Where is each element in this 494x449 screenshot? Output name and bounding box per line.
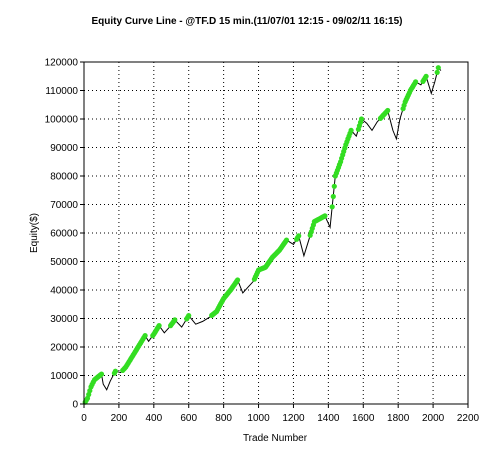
x-axis-label: Trade Number [243,433,308,444]
y-tick-label: 110000 [45,86,78,97]
x-tick-label: 1800 [387,413,410,424]
new-high-marker [186,313,192,319]
new-high-marker [385,107,391,114]
new-high-marker [348,127,354,133]
chart-grid [84,62,468,404]
new-high-marker [283,237,290,243]
y-tick-label: 50000 [50,257,78,268]
x-tick-label: 2000 [422,413,445,424]
new-high-marker [358,116,365,122]
y-tick-label: 10000 [50,371,78,382]
y-tick-label: 0 [72,400,78,411]
new-high-marker [235,277,241,283]
x-tick-label: 400 [145,413,162,424]
y-tick-label: 120000 [45,58,79,69]
y-tick-label: 30000 [50,314,78,325]
new-high-marker-layer [82,65,441,405]
y-axis-label: Equity($) [29,213,40,253]
y-tick-label: 70000 [50,200,78,211]
x-axis-ticks: 0 200 400 600 800 1000 1200 1400 1600 1800 2000 220… [81,404,480,424]
y-tick-label: 20000 [50,343,78,354]
new-high-marker [330,193,336,200]
x-tick-label: 1600 [352,413,375,424]
new-high-marker [413,79,419,85]
x-tick-label: 0 [81,413,87,424]
x-tick-label: 600 [180,413,197,424]
y-tick-label: 100000 [45,115,79,126]
equity-line-layer [83,66,442,405]
new-high-marker [322,213,328,219]
new-high-marker [329,204,335,210]
equity-line [83,66,442,405]
y-tick-label: 60000 [50,229,78,240]
new-high-marker [296,233,302,239]
y-tick-label: 80000 [50,172,78,183]
chart-title: Equity Curve Line - @TF.D 15 min.(11/07/… [91,16,402,27]
new-high-marker [156,323,162,329]
x-tick-label: 2200 [457,413,480,424]
y-tick-label: 40000 [50,286,78,297]
new-high-marker [112,368,118,374]
x-tick-label: 1000 [247,413,270,424]
y-axis-ticks: 0 10000 20000 30000 40000 50000 60000 70000 8000… [45,58,84,411]
new-high-marker [331,183,337,189]
new-high-marker [423,73,429,79]
y-tick-label: 90000 [50,143,78,154]
new-high-marker [98,371,105,377]
x-tick-label: 1400 [317,413,340,424]
new-high-marker [434,69,440,75]
new-high-marker [435,65,441,71]
x-tick-label: 200 [111,413,128,424]
new-high-marker [172,317,178,323]
x-tick-label: 1200 [282,413,305,424]
new-high-marker [142,333,148,339]
x-tick-label: 800 [215,413,232,424]
